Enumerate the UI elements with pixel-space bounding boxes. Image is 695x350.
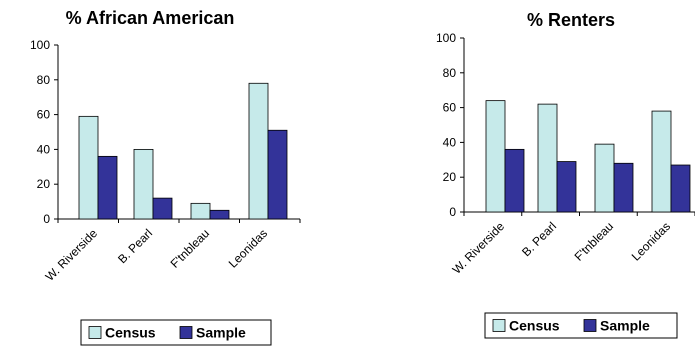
legend-swatch-sample: [179, 326, 193, 339]
bar-census-3: [594, 143, 615, 213]
legend-frame: [484, 312, 678, 339]
bar-census-4: [248, 82, 269, 220]
legend: Census Sample: [80, 319, 272, 346]
bar-census-2: [133, 148, 154, 220]
y-tick-label: 80: [443, 66, 457, 80]
legend-label-sample: Sample: [196, 325, 246, 341]
y-tick-label: 20: [37, 177, 51, 191]
legend-swatch-sample: [583, 319, 597, 332]
x-tick-label: F'tnbleau: [168, 226, 213, 271]
y-tick-label: 0: [449, 205, 456, 219]
x-tick-label: Leonidas: [629, 219, 673, 263]
x-tick-label: B. Pearl: [115, 226, 155, 266]
bar-sample-1: [97, 155, 118, 220]
chart-title: % Renters: [527, 10, 615, 30]
legend-label-sample: Sample: [600, 318, 650, 334]
bar-census-2: [537, 103, 558, 213]
legend-swatch-census: [492, 319, 506, 332]
legend-label-census: Census: [509, 318, 560, 334]
bar-census-1: [78, 115, 99, 220]
y-tick-label: 40: [443, 135, 457, 149]
bar-sample-3: [613, 162, 634, 213]
legend: Census Sample: [484, 312, 678, 339]
bar-sample-2: [152, 197, 173, 220]
legend-swatch-census: [88, 326, 102, 339]
bar-sample-4: [267, 129, 288, 220]
bar-sample-1: [504, 148, 525, 213]
x-tick-label: F'tnbleau: [572, 219, 617, 264]
x-tick-label: W. Riverside: [43, 226, 101, 284]
bar-sample-4: [670, 164, 691, 213]
bar-census-3: [190, 202, 211, 220]
chart-1: % African American 0 20 40 60 80 100 W. Riversi…: [30, 8, 301, 346]
y-tick-label: 0: [43, 212, 50, 226]
y-tick-label: 60: [443, 101, 457, 115]
bar-census-4: [651, 110, 672, 213]
y-tick-label: 20: [443, 170, 457, 184]
y-tick-label: 80: [37, 73, 51, 87]
bar-sample-2: [556, 161, 577, 213]
y-tick-label: 100: [436, 31, 456, 45]
x-tick-label: Leonidas: [226, 226, 270, 270]
x-tick-label: B. Pearl: [519, 219, 559, 259]
chart-title: % African American: [66, 8, 235, 28]
y-tick-label: 60: [37, 108, 51, 122]
chart-2: % Renters 0 20 40 60 80 100 W. Riverside B. Pear…: [436, 10, 695, 339]
y-tick-label: 100: [30, 38, 50, 52]
legend-label-census: Census: [105, 325, 156, 341]
bar-sample-3: [209, 209, 230, 220]
y-tick-label: 40: [37, 142, 51, 156]
x-tick-label: W. Riverside: [450, 219, 508, 277]
legend-frame: [80, 319, 272, 346]
bar-census-1: [485, 100, 506, 213]
